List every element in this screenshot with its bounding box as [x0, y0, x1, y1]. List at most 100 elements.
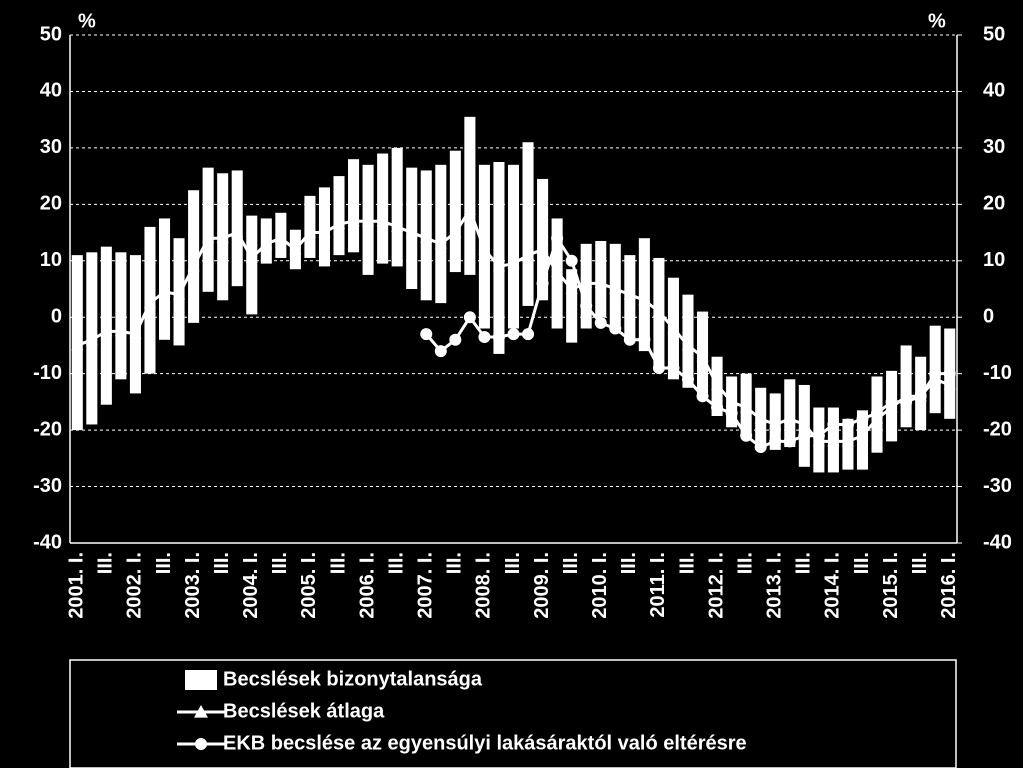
- marker: [783, 412, 796, 424]
- marker: [303, 226, 316, 238]
- x-tick-label: 2002. I.: [124, 552, 146, 619]
- range-bar: [202, 167, 214, 292]
- marker: [580, 277, 593, 289]
- range-bar: [129, 255, 141, 394]
- marker: [652, 305, 665, 317]
- range-bar: [188, 190, 200, 323]
- legend-label: Becslések átlaga: [223, 700, 385, 722]
- marker: [783, 435, 796, 448]
- marker: [376, 215, 389, 227]
- y2-tick-label: -10: [983, 362, 1012, 384]
- legend-box: [69, 659, 957, 768]
- marker: [594, 316, 607, 329]
- x-tick-label: 2004. I.: [240, 552, 262, 619]
- x-tick-label: 2003. I.: [182, 552, 204, 619]
- legend-marker: [194, 705, 208, 718]
- marker: [260, 237, 273, 249]
- marker: [609, 283, 622, 294]
- marker: [420, 232, 433, 243]
- marker: [594, 277, 607, 289]
- marker: [638, 294, 651, 306]
- marker: [492, 330, 505, 343]
- marker: [245, 251, 258, 263]
- marker: [711, 401, 724, 414]
- x-tick-label: 2007. I.: [415, 552, 437, 619]
- x-tick-label: III.: [618, 552, 640, 574]
- x-tick-label: 2013. I.: [764, 552, 786, 619]
- marker: [507, 328, 520, 341]
- marker: [463, 311, 476, 324]
- marker: [711, 378, 724, 390]
- marker: [187, 260, 200, 272]
- marker: [565, 283, 578, 294]
- range-bar: [348, 159, 360, 253]
- range-bar: [537, 178, 549, 301]
- marker: [638, 333, 651, 346]
- range-bar: [900, 345, 912, 428]
- x-tick-label: 2011. I.: [647, 552, 669, 618]
- marker: [740, 401, 753, 413]
- marker: [362, 215, 375, 227]
- y2-tick-label: 50: [983, 23, 1005, 45]
- marker: [114, 325, 127, 337]
- marker: [507, 257, 520, 269]
- marker: [856, 412, 869, 425]
- marker: [173, 288, 186, 300]
- x-tick-label: 2012. I.: [705, 552, 727, 619]
- marker: [536, 277, 549, 290]
- marker: [565, 254, 578, 267]
- range-bar: [158, 218, 171, 340]
- x-tick-label: III.: [734, 552, 756, 574]
- x-tick-label: 2015. I.: [880, 552, 902, 619]
- marker: [231, 226, 244, 238]
- marker: [914, 390, 927, 403]
- y-tick-label: -40: [33, 531, 62, 553]
- marker: [492, 260, 505, 272]
- marker: [536, 243, 549, 255]
- range-bar: [566, 269, 578, 343]
- x-tick-label: III.: [327, 552, 349, 574]
- marker: [754, 441, 767, 454]
- range-bar: [377, 153, 389, 264]
- x-tick-label: 2001. I.: [66, 552, 88, 619]
- range-bar: [493, 162, 505, 354]
- x-tick-label: III.: [909, 552, 931, 574]
- marker: [885, 395, 898, 408]
- marker: [798, 429, 811, 442]
- y2-tick-label: 0: [983, 306, 994, 328]
- legend-label: EKB becslése az egyensúlyi lakásáraktól …: [223, 732, 747, 754]
- marker: [434, 237, 447, 249]
- x-tick-label: 2006. I.: [356, 552, 378, 619]
- x-tick-label: III.: [560, 552, 582, 574]
- marker: [478, 243, 491, 255]
- x-tick-label: 2016. I.: [938, 552, 960, 619]
- marker: [478, 330, 491, 343]
- x-tick-label: 2010. I.: [589, 552, 611, 619]
- marker: [580, 299, 593, 312]
- marker: [391, 220, 404, 232]
- marker: [696, 390, 709, 403]
- marker: [769, 435, 782, 448]
- y-tick-label: 30: [40, 136, 62, 158]
- marker: [856, 429, 869, 441]
- marker: [333, 218, 346, 229]
- y-tick-label: -30: [33, 475, 62, 497]
- range-bar: [464, 116, 476, 275]
- range-bar: [333, 176, 345, 256]
- range-bar: [115, 252, 127, 380]
- x-tick-label: III.: [793, 552, 815, 574]
- range-bar: [507, 164, 520, 329]
- marker: [725, 395, 738, 407]
- marker: [289, 243, 302, 255]
- y2-tick-label: 20: [983, 193, 1005, 215]
- range-bar: [391, 147, 403, 267]
- y-unit: %: [78, 10, 96, 32]
- marker: [216, 232, 229, 243]
- marker: [551, 232, 564, 245]
- legend-marker: [195, 738, 207, 750]
- x-tick-label: 2008. I.: [473, 552, 495, 619]
- marker: [143, 297, 156, 308]
- x-tick-label: III.: [851, 552, 873, 574]
- y2-tick-label: 10: [983, 249, 1005, 271]
